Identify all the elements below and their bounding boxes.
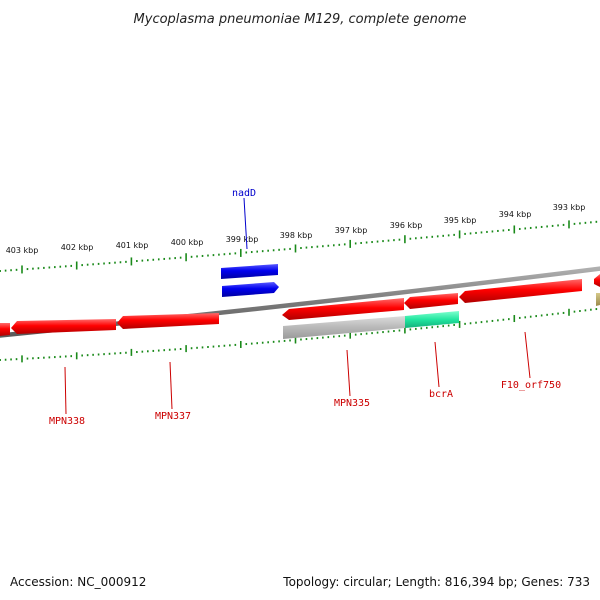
tick-label-402kbp: 402 kbp (61, 243, 94, 252)
gene-edge-olive[interactable] (596, 293, 600, 306)
tick-label-400kbp: 400 kbp (171, 238, 204, 247)
reverse-strand-genes (0, 279, 582, 339)
label-MPN337[interactable]: MPN337 (155, 411, 191, 422)
leader-bcrA (434, 341, 440, 388)
forward-strand-genes (221, 264, 600, 306)
gene-F10_orf750[interactable] (459, 279, 582, 303)
tick-label-399kbp: 399 kbp (226, 235, 259, 244)
tick-labels: 403 kbp 402 kbp 401 kbp 400 kbp 399 kbp … (6, 203, 586, 255)
map-title: Mycoplasma pneumoniae M129, complete gen… (134, 12, 467, 27)
gene-edge-left[interactable] (0, 323, 10, 336)
gene-MPN335-region[interactable] (283, 316, 405, 339)
leader-MPN337 (169, 361, 173, 410)
label-leaders (64, 197, 531, 415)
tick-label-395kbp: 395 kbp (444, 216, 477, 225)
outer-tick-track (0, 220, 598, 274)
gene-bcrA-region[interactable] (405, 311, 459, 328)
gene-nadD-upper[interactable] (221, 264, 278, 279)
leader-MPN338 (64, 366, 67, 415)
leader-nadD (243, 197, 248, 250)
label-MPN338[interactable]: MPN338 (49, 416, 85, 427)
label-F10_orf750[interactable]: F10_orf750 (501, 380, 561, 391)
gene-bcrA-red[interactable] (404, 293, 458, 309)
tick-label-403kbp: 403 kbp (6, 246, 39, 255)
gene-MPN337[interactable] (117, 313, 219, 329)
gene-labels: nadD MPN338 MPN337 MPN335 bcrA F10_orf75… (49, 188, 561, 427)
leader-F10_orf750 (524, 331, 531, 379)
gene-MPN338[interactable] (11, 319, 116, 334)
genome-summary-text: Topology: circular; Length: 816,394 bp; … (282, 575, 590, 589)
tick-label-396kbp: 396 kbp (390, 221, 423, 230)
tick-label-393kbp: 393 kbp (553, 203, 586, 212)
inner-tick-track (0, 308, 598, 363)
gene-MPN335[interactable] (282, 298, 404, 320)
gene-edge-red[interactable] (594, 274, 600, 287)
tick-label-398kbp: 398 kbp (280, 231, 313, 240)
label-MPN335[interactable]: MPN335 (334, 398, 370, 409)
tick-label-401kbp: 401 kbp (116, 241, 149, 250)
label-bcrA[interactable]: bcrA (429, 389, 453, 400)
label-nadD[interactable]: nadD (232, 188, 256, 199)
tick-label-394kbp: 394 kbp (499, 210, 532, 219)
gene-nadD-lower[interactable] (222, 282, 279, 297)
accession-text: Accession: NC_000912 (10, 575, 146, 589)
leader-MPN335 (346, 349, 351, 397)
tick-label-397kbp: 397 kbp (335, 226, 368, 235)
